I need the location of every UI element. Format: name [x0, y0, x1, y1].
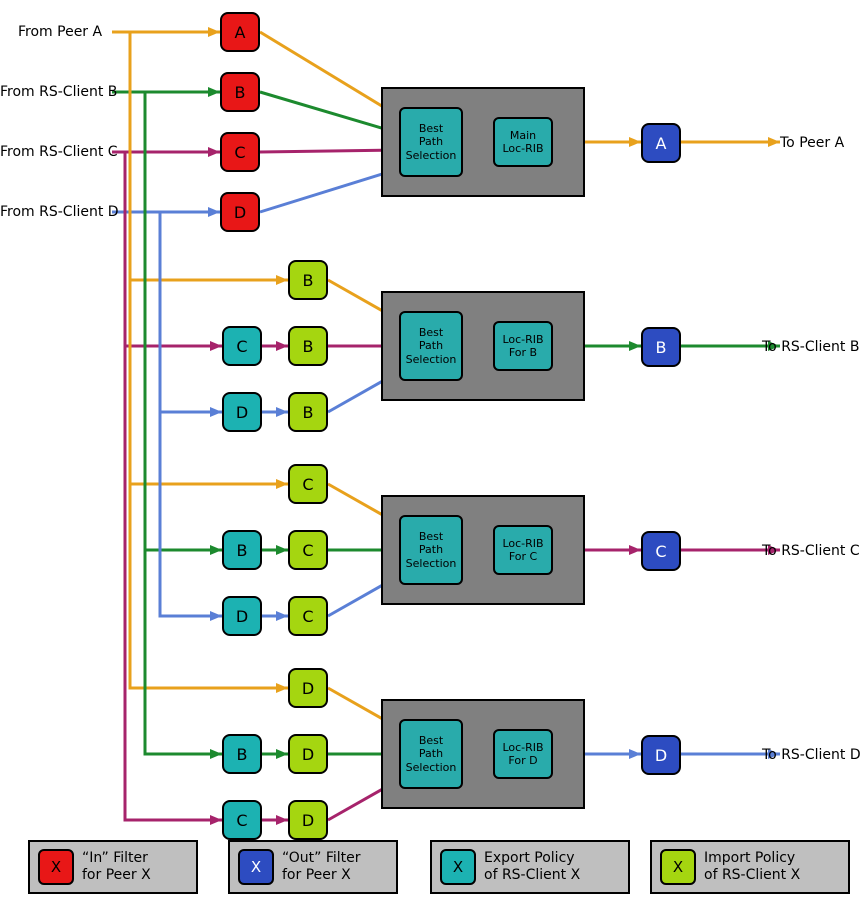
legend-text-2: Export Policyof RS-Client X: [484, 850, 580, 884]
export-C-B: B: [222, 530, 262, 570]
from-label-2: From RS-Client C: [0, 144, 118, 160]
in-filter-D: D: [220, 192, 260, 232]
import-D-2: D: [288, 800, 328, 840]
legend-1: X“Out” Filterfor Peer X: [228, 840, 398, 894]
import-B-2: B: [288, 392, 328, 432]
loc-rib-D: Loc-RIBFor D: [493, 729, 553, 779]
in-filter-B: B: [220, 72, 260, 112]
legend-swatch-3: X: [660, 849, 696, 885]
best-path-selection-D: BestPathSelection: [399, 719, 463, 789]
diagram-stage: From Peer A From RS-Client B From RS-Clien…: [0, 0, 861, 901]
export-D-C: C: [222, 800, 262, 840]
to-label-3: To RS-Client D: [762, 747, 861, 763]
import-C-0: C: [288, 464, 328, 504]
out-filter-D: D: [641, 735, 681, 775]
out-filter-B: B: [641, 327, 681, 367]
in-filter-A: A: [220, 12, 260, 52]
import-B-0: B: [288, 260, 328, 300]
from-label-3: From RS-Client D: [0, 204, 119, 220]
import-D-1: D: [288, 734, 328, 774]
import-C-1: C: [288, 530, 328, 570]
legend-text-3: Import Policyof RS-Client X: [704, 850, 800, 884]
to-label-1: To RS-Client B: [762, 339, 859, 355]
best-path-selection-B: BestPathSelection: [399, 311, 463, 381]
loc-rib-B: Loc-RIBFor B: [493, 321, 553, 371]
best-path-selection-main: BestPathSelection: [399, 107, 463, 177]
legend-swatch-2: X: [440, 849, 476, 885]
legend-3: XImport Policyof RS-Client X: [650, 840, 850, 894]
to-label-0: To Peer A: [780, 135, 844, 151]
out-filter-C: C: [641, 531, 681, 571]
export-C-D: D: [222, 596, 262, 636]
import-B-1: B: [288, 326, 328, 366]
export-B-C: C: [222, 326, 262, 366]
loc-rib-main: MainLoc-RIB: [493, 117, 553, 167]
loc-rib-C: Loc-RIBFor C: [493, 525, 553, 575]
export-B-D: D: [222, 392, 262, 432]
legend-swatch-0: X: [38, 849, 74, 885]
legend-text-0: “In” Filterfor Peer X: [82, 850, 151, 884]
import-C-2: C: [288, 596, 328, 636]
to-label-2: To RS-Client C: [762, 543, 860, 559]
out-filter-A: A: [641, 123, 681, 163]
legend-2: XExport Policyof RS-Client X: [430, 840, 630, 894]
best-path-selection-C: BestPathSelection: [399, 515, 463, 585]
legend-text-1: “Out” Filterfor Peer X: [282, 850, 361, 884]
from-label-1: From RS-Client B: [0, 84, 117, 100]
in-filter-C: C: [220, 132, 260, 172]
legend-swatch-1: X: [238, 849, 274, 885]
import-D-0: D: [288, 668, 328, 708]
from-label-0: From Peer A: [18, 24, 102, 40]
legend-0: X“In” Filterfor Peer X: [28, 840, 198, 894]
export-D-B: B: [222, 734, 262, 774]
